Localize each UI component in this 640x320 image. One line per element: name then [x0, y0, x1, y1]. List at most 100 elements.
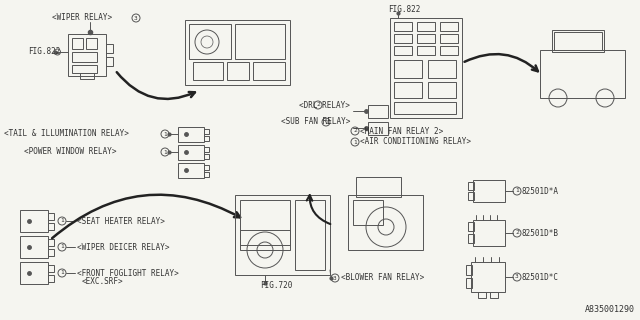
- Bar: [204, 172, 209, 177]
- Bar: [468, 192, 474, 200]
- Bar: [48, 239, 54, 246]
- Bar: [428, 60, 456, 78]
- Bar: [253, 62, 285, 80]
- Bar: [235, 24, 285, 59]
- Bar: [554, 32, 602, 50]
- Bar: [473, 180, 505, 202]
- Text: <WIPER RELAY>: <WIPER RELAY>: [52, 13, 112, 22]
- Text: 3: 3: [134, 15, 138, 20]
- Bar: [240, 200, 290, 245]
- Bar: [368, 122, 388, 135]
- Bar: [72, 38, 83, 49]
- Bar: [20, 262, 48, 284]
- Text: <POWER WINDOW RELAY>: <POWER WINDOW RELAY>: [24, 148, 116, 156]
- Bar: [185, 20, 290, 85]
- Bar: [440, 46, 458, 55]
- Bar: [178, 127, 204, 142]
- Bar: [394, 102, 456, 114]
- Text: 1: 1: [60, 270, 64, 276]
- Bar: [204, 154, 209, 159]
- Bar: [106, 57, 113, 66]
- Text: <SUB FAN RELAY>: <SUB FAN RELAY>: [280, 117, 350, 126]
- Text: 3: 3: [333, 276, 337, 281]
- Text: 82501D*A: 82501D*A: [521, 187, 558, 196]
- Bar: [473, 220, 505, 246]
- Bar: [86, 38, 97, 49]
- Bar: [204, 165, 209, 170]
- Bar: [540, 50, 625, 98]
- Text: <MAIN FAN RELAY 2>: <MAIN FAN RELAY 2>: [360, 126, 444, 135]
- Bar: [204, 136, 209, 141]
- Bar: [490, 292, 498, 298]
- Bar: [466, 265, 472, 275]
- Bar: [178, 163, 204, 178]
- Bar: [356, 177, 401, 197]
- Bar: [417, 22, 435, 31]
- Bar: [240, 230, 290, 250]
- Text: 82501D*C: 82501D*C: [521, 273, 558, 282]
- Text: <TAIL & ILLUMINATION RELAY>: <TAIL & ILLUMINATION RELAY>: [4, 130, 129, 139]
- Bar: [295, 200, 325, 270]
- Text: 82501D*B: 82501D*B: [521, 228, 558, 237]
- Bar: [68, 34, 106, 76]
- Text: 2: 2: [515, 230, 519, 236]
- Text: FIG.822: FIG.822: [28, 47, 60, 57]
- Text: FIG.822: FIG.822: [388, 5, 420, 14]
- Text: <SEAT HEATER RELAY>: <SEAT HEATER RELAY>: [77, 217, 165, 226]
- Bar: [72, 52, 97, 62]
- Bar: [48, 275, 54, 282]
- Bar: [394, 60, 422, 78]
- Bar: [468, 182, 474, 190]
- Bar: [466, 278, 472, 288]
- Text: 1: 1: [353, 140, 357, 145]
- Bar: [80, 73, 94, 79]
- Bar: [193, 62, 223, 80]
- Text: <BLOWER FAN RELAY>: <BLOWER FAN RELAY>: [341, 274, 424, 283]
- Bar: [204, 129, 209, 134]
- Bar: [204, 147, 209, 152]
- Bar: [189, 24, 231, 59]
- Text: FIG.720: FIG.720: [260, 281, 292, 290]
- Text: 1: 1: [163, 132, 167, 137]
- Text: 2: 2: [316, 102, 320, 108]
- Bar: [72, 65, 97, 73]
- Bar: [48, 223, 54, 230]
- Text: A835001290: A835001290: [585, 306, 635, 315]
- Bar: [368, 105, 388, 118]
- Bar: [471, 262, 505, 292]
- Bar: [48, 265, 54, 272]
- Text: 3: 3: [515, 275, 519, 279]
- Bar: [468, 222, 474, 231]
- Bar: [417, 34, 435, 43]
- Bar: [353, 200, 383, 225]
- Bar: [106, 44, 113, 53]
- Text: 1: 1: [60, 244, 64, 250]
- Bar: [20, 210, 48, 232]
- Bar: [227, 62, 249, 80]
- Bar: [440, 22, 458, 31]
- Bar: [478, 292, 486, 298]
- Text: <AIR CONDITIONING RELAY>: <AIR CONDITIONING RELAY>: [360, 138, 471, 147]
- Bar: [394, 22, 412, 31]
- Bar: [394, 82, 422, 98]
- Text: 1: 1: [163, 149, 167, 155]
- Text: 1: 1: [60, 219, 64, 223]
- Bar: [48, 213, 54, 220]
- Text: <FRONT FOGLIGHT RELAY>: <FRONT FOGLIGHT RELAY>: [77, 268, 179, 277]
- Bar: [394, 46, 412, 55]
- Bar: [235, 195, 330, 275]
- Text: <DRL RELAY>: <DRL RELAY>: [299, 100, 350, 109]
- Bar: [390, 18, 462, 118]
- Bar: [552, 30, 604, 52]
- Text: 1: 1: [324, 119, 328, 124]
- Bar: [428, 82, 456, 98]
- Text: 2: 2: [353, 129, 357, 133]
- Text: <WIPER DEICER RELAY>: <WIPER DEICER RELAY>: [77, 243, 170, 252]
- Bar: [48, 249, 54, 256]
- Text: <EXC.SRF>: <EXC.SRF>: [82, 277, 124, 286]
- Bar: [440, 34, 458, 43]
- Bar: [20, 236, 48, 258]
- Bar: [394, 34, 412, 43]
- Bar: [417, 46, 435, 55]
- Bar: [178, 145, 204, 160]
